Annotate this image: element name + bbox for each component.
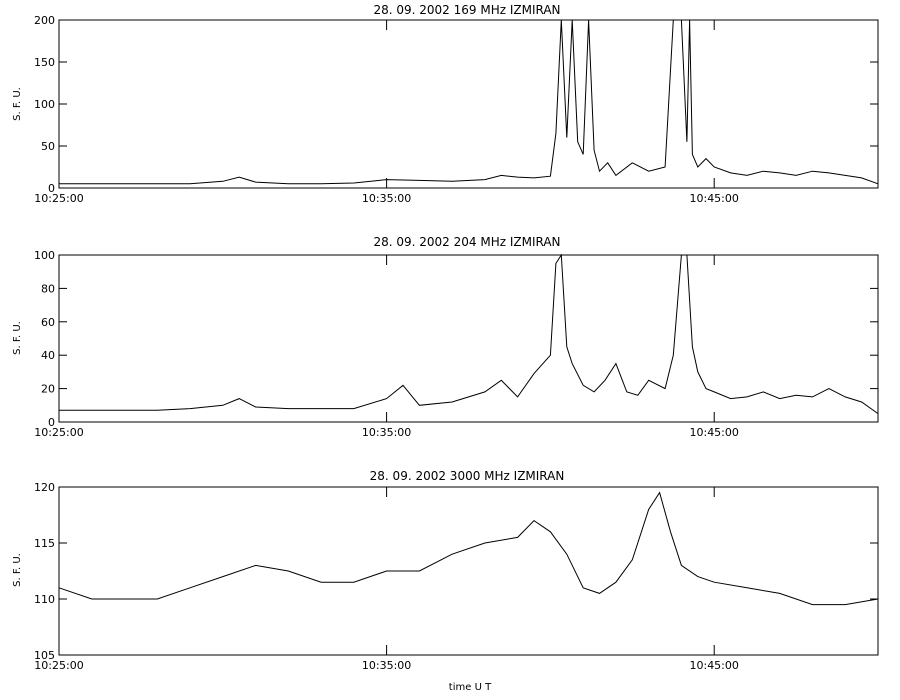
y-tick-label: 120 — [34, 481, 55, 494]
y-tick-label: 0 — [48, 182, 55, 195]
x-axis-label: time U T — [449, 682, 492, 693]
x-tick-label: 10:25:00 — [34, 426, 83, 439]
axis-ticks: 0 50 100 150 200 10:25:00 10:35:00 10:45:00 — [34, 14, 878, 205]
y-tick-label: 60 — [41, 316, 55, 329]
panel-204-mhz: 28. 09. 2002 204 MHz IZMIRAN S. F. U. 0 2… — [12, 235, 879, 439]
x-tick-label: 10:35:00 — [362, 192, 411, 205]
panel-title: 28. 09. 2002 204 MHz IZMIRAN — [373, 235, 560, 249]
y-tick-label: 105 — [34, 649, 55, 662]
data-series — [58, 491, 879, 606]
x-tick-label: 10:25:00 — [34, 659, 83, 672]
plot-frame — [58, 486, 879, 656]
panel-3000-mhz: 28. 09. 2002 3000 MHz IZMIRAN S. F. U. 1… — [12, 469, 879, 693]
y-tick-label: 50 — [41, 140, 55, 153]
y-tick-label: 115 — [34, 537, 55, 550]
x-tick-label: 10:35:00 — [362, 659, 411, 672]
panel-title: 28. 09. 2002 3000 MHz IZMIRAN — [370, 469, 565, 483]
series-line — [59, 253, 879, 415]
y-tick-label: 110 — [34, 593, 55, 606]
series-line — [58, 491, 879, 606]
panel-title: 28. 09. 2002 169 MHz IZMIRAN — [373, 3, 560, 17]
y-tick-label: 20 — [41, 383, 55, 396]
panel-169-mhz: 28. 09. 2002 169 MHz IZMIRAN S. F. U. 0 5… — [12, 3, 879, 205]
data-series — [59, 253, 879, 415]
x-tick-label: 10:45:00 — [689, 659, 738, 672]
data-series — [59, 19, 879, 185]
y-axis-label: S. F. U. — [12, 553, 23, 587]
y-tick-label: 100 — [34, 98, 55, 111]
plot-frame — [58, 254, 879, 423]
y-axis-label: S. F. U. — [12, 321, 23, 355]
plot-frame — [58, 19, 879, 189]
series-line — [59, 19, 879, 185]
x-tick-label: 10:45:00 — [689, 426, 738, 439]
y-tick-label: 40 — [41, 349, 55, 362]
y-tick-label: 100 — [34, 249, 55, 262]
y-tick-label: 150 — [34, 56, 55, 69]
y-axis-label: S. F. U. — [12, 87, 23, 121]
y-tick-label: 0 — [48, 416, 55, 429]
x-tick-label: 10:45:00 — [689, 192, 738, 205]
axis-ticks: 105 110 115 120 10:25:00 10:35:00 10:45:00 — [34, 481, 878, 672]
x-tick-label: 10:25:00 — [34, 192, 83, 205]
y-tick-label: 200 — [34, 14, 55, 27]
y-tick-label: 80 — [41, 282, 55, 295]
x-tick-label: 10:35:00 — [362, 426, 411, 439]
